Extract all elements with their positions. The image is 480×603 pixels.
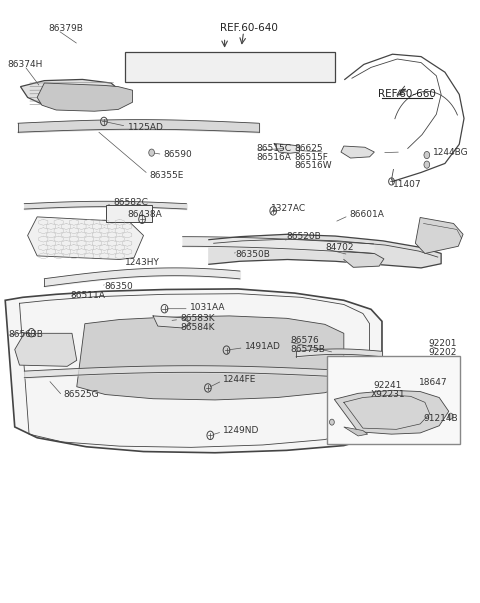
Bar bbox=[106, 205, 152, 222]
Text: 86515F: 86515F bbox=[295, 153, 329, 162]
Text: 91214B: 91214B bbox=[423, 414, 458, 423]
Text: 86575B: 86575B bbox=[290, 345, 325, 354]
Circle shape bbox=[149, 149, 155, 156]
Text: 86511A: 86511A bbox=[71, 291, 106, 300]
Text: 1125AD: 1125AD bbox=[128, 123, 164, 132]
Text: 86374H: 86374H bbox=[8, 60, 43, 69]
Text: 86438A: 86438A bbox=[128, 210, 163, 219]
Polygon shape bbox=[274, 144, 300, 153]
Text: 86520B: 86520B bbox=[287, 232, 321, 241]
Polygon shape bbox=[341, 146, 374, 158]
Polygon shape bbox=[153, 316, 191, 328]
Bar bbox=[327, 356, 460, 444]
Text: 86515C: 86515C bbox=[256, 144, 291, 153]
Polygon shape bbox=[209, 235, 441, 268]
Text: 1249ND: 1249ND bbox=[223, 426, 260, 435]
Polygon shape bbox=[37, 83, 132, 111]
Text: 92201: 92201 bbox=[428, 339, 457, 348]
Text: 86590: 86590 bbox=[164, 150, 192, 159]
Text: 1243HY: 1243HY bbox=[125, 258, 160, 267]
Text: X92231: X92231 bbox=[371, 390, 406, 399]
Circle shape bbox=[424, 151, 430, 159]
Text: 86516W: 86516W bbox=[295, 162, 332, 171]
Polygon shape bbox=[21, 80, 123, 107]
Text: 1244BG: 1244BG bbox=[433, 148, 468, 157]
Text: REF.60-640: REF.60-640 bbox=[220, 24, 278, 33]
Text: 86601A: 86601A bbox=[349, 210, 384, 219]
Text: 92202: 92202 bbox=[428, 348, 456, 357]
Text: 1491AD: 1491AD bbox=[245, 342, 280, 351]
Polygon shape bbox=[344, 427, 368, 436]
Text: 86576: 86576 bbox=[290, 336, 319, 345]
Text: 92241: 92241 bbox=[373, 381, 402, 390]
Text: 18647: 18647 bbox=[419, 378, 447, 387]
Text: 86582C: 86582C bbox=[113, 198, 148, 207]
Circle shape bbox=[330, 419, 334, 425]
Text: 86350B: 86350B bbox=[235, 250, 270, 259]
Text: 86516A: 86516A bbox=[256, 153, 291, 162]
Text: 86625: 86625 bbox=[295, 144, 324, 153]
Text: 86355E: 86355E bbox=[149, 171, 184, 180]
Polygon shape bbox=[5, 289, 382, 453]
Polygon shape bbox=[125, 52, 335, 83]
Text: 86584K: 86584K bbox=[180, 323, 215, 332]
Polygon shape bbox=[334, 390, 449, 434]
Polygon shape bbox=[77, 316, 344, 400]
Circle shape bbox=[424, 161, 430, 168]
Text: 1327AC: 1327AC bbox=[271, 204, 306, 213]
Text: REF.60-660: REF.60-660 bbox=[378, 89, 436, 99]
Polygon shape bbox=[28, 217, 144, 259]
Text: 84702: 84702 bbox=[326, 243, 354, 252]
Circle shape bbox=[448, 413, 453, 419]
Text: 11407: 11407 bbox=[393, 180, 421, 189]
Text: 1031AA: 1031AA bbox=[190, 303, 225, 312]
Text: 1244FE: 1244FE bbox=[223, 375, 256, 384]
Polygon shape bbox=[15, 333, 77, 367]
Text: 86350: 86350 bbox=[104, 282, 132, 291]
Text: 86583K: 86583K bbox=[180, 314, 215, 323]
Polygon shape bbox=[415, 218, 463, 253]
Polygon shape bbox=[344, 251, 384, 267]
Text: 86525G: 86525G bbox=[63, 390, 99, 399]
Text: 86563B: 86563B bbox=[9, 330, 43, 339]
Text: 86379B: 86379B bbox=[48, 24, 83, 33]
